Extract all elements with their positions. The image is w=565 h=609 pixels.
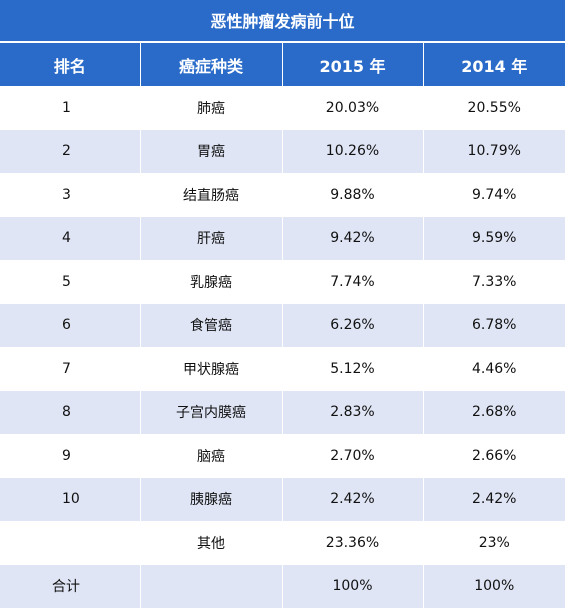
value-2014-cell: 2.68% [423,390,565,435]
value-2015-cell: 9.88% [282,173,424,217]
value-2015-cell: 9.42% [282,216,424,261]
value-2014-cell: 10.79% [423,129,565,174]
value-2015-cell: 7.74% [282,260,424,304]
value-2014-cell: 9.59% [423,216,565,261]
table-row: 2 胃癌 10.26% 10.79% [0,129,565,174]
header-2015: 2015 年 [282,43,424,86]
table-row: 5 乳腺癌 7.74% 7.33% [0,260,565,304]
cancer-type-cell: 食管癌 [140,303,283,348]
value-2014-cell: 2.42% [423,477,565,522]
table-row: 4 肝癌 9.42% 9.59% [0,216,565,261]
table-row: 其他 23.36% 23% [0,521,565,565]
table-row: 3 结直肠癌 9.88% 9.74% [0,173,565,217]
table-row: 6 食管癌 6.26% 6.78% [0,303,565,348]
value-2014-cell: 20.55% [423,86,565,130]
total-row: 合计 100% 100% [0,564,565,609]
value-2015-cell: 2.83% [282,390,424,435]
rank-cell: 4 [0,216,141,261]
table-row: 7 甲状腺癌 5.12% 4.46% [0,347,565,391]
value-2015-cell: 2.42% [282,477,424,522]
value-2015-cell: 2.70% [282,434,424,478]
cancer-type-cell: 胃癌 [140,129,283,174]
rank-cell [0,521,141,565]
value-2014-cell: 4.46% [423,347,565,391]
cancer-type-cell: 肝癌 [140,216,283,261]
value-2014-cell: 6.78% [423,303,565,348]
value-2015-cell: 23.36% [282,521,424,565]
rank-cell: 9 [0,434,141,478]
value-2015-cell: 20.03% [282,86,424,130]
cancer-type-cell: 其他 [140,521,283,565]
value-2014-cell: 23% [423,521,565,565]
header-cancer-type: 癌症种类 [140,43,283,86]
cancer-type-cell: 脑癌 [140,434,283,478]
value-2014-cell: 9.74% [423,173,565,217]
rank-cell: 7 [0,347,141,391]
total-label-cell: 合计 [0,564,141,609]
table-row: 9 脑癌 2.70% 2.66% [0,434,565,478]
cancer-type-cell: 甲状腺癌 [140,347,283,391]
rank-cell: 5 [0,260,141,304]
value-2015-cell: 5.12% [282,347,424,391]
header-row: 排名 癌症种类 2015 年 2014 年 [0,43,565,86]
value-2015-cell: 6.26% [282,303,424,348]
header-rank: 排名 [0,43,141,86]
rank-cell: 2 [0,129,141,174]
value-2014-cell: 2.66% [423,434,565,478]
rank-cell: 10 [0,477,141,522]
cancer-type-cell: 肺癌 [140,86,283,130]
cancer-incidence-table: 排名 癌症种类 2015 年 2014 年 1 肺癌 20.03% 20.55%… [0,43,565,609]
cancer-type-cell: 结直肠癌 [140,173,283,217]
value-2015-cell: 10.26% [282,129,424,174]
total-2015-cell: 100% [282,564,424,609]
table-title: 恶性肿瘤发病前十位 [0,0,565,43]
table-row: 1 肺癌 20.03% 20.55% [0,86,565,130]
cancer-type-cell: 乳腺癌 [140,260,283,304]
rank-cell: 1 [0,86,141,130]
rank-cell: 3 [0,173,141,217]
table-row: 10 胰腺癌 2.42% 2.42% [0,477,565,522]
header-2014: 2014 年 [423,43,565,86]
cancer-type-cell: 胰腺癌 [140,477,283,522]
value-2014-cell: 7.33% [423,260,565,304]
table-row: 8 子宫内膜癌 2.83% 2.68% [0,390,565,435]
rank-cell: 6 [0,303,141,348]
cancer-type-cell [140,564,283,609]
rank-cell: 8 [0,390,141,435]
cancer-type-cell: 子宫内膜癌 [140,390,283,435]
total-2014-cell: 100% [423,564,565,609]
